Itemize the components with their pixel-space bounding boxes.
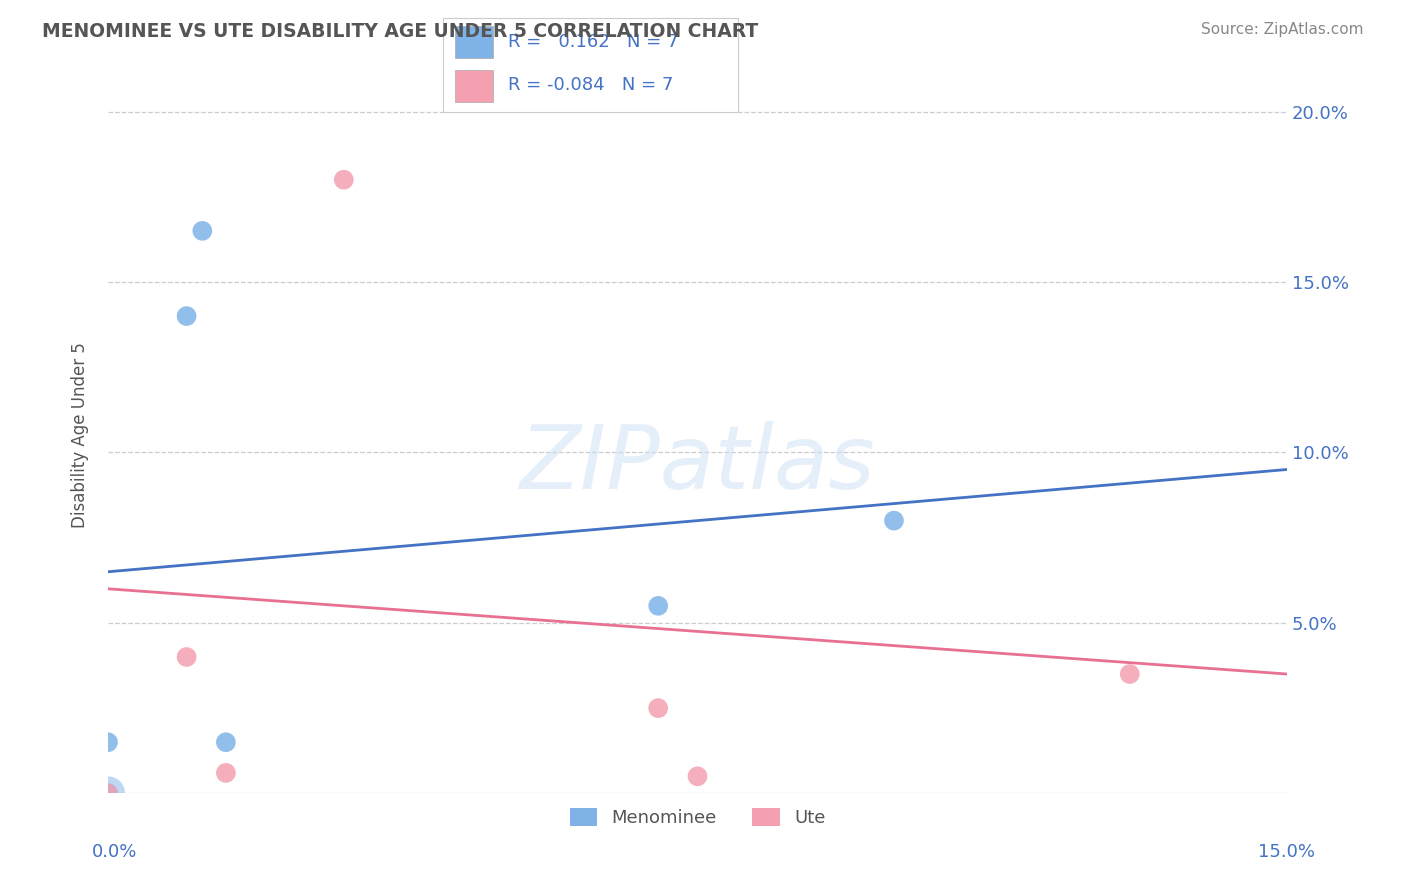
- Bar: [454, 70, 494, 103]
- Y-axis label: Disability Age Under 5: Disability Age Under 5: [72, 343, 89, 528]
- Text: MENOMINEE VS UTE DISABILITY AGE UNDER 5 CORRELATION CHART: MENOMINEE VS UTE DISABILITY AGE UNDER 5 …: [42, 22, 758, 41]
- Point: [176, 309, 198, 323]
- Text: 0.0%: 0.0%: [91, 843, 136, 861]
- Point: [215, 735, 238, 749]
- Point: [97, 786, 120, 800]
- Text: Source: ZipAtlas.com: Source: ZipAtlas.com: [1201, 22, 1364, 37]
- Text: R =   0.162   N = 7: R = 0.162 N = 7: [508, 33, 678, 51]
- Legend: Menominee, Ute: Menominee, Ute: [562, 801, 832, 834]
- Point: [1119, 667, 1142, 681]
- Point: [686, 769, 709, 783]
- Bar: [454, 26, 494, 58]
- Text: ZIPatlas: ZIPatlas: [520, 421, 876, 507]
- Point: [333, 172, 356, 186]
- Point: [191, 224, 214, 238]
- Point: [97, 786, 120, 800]
- Text: 15.0%: 15.0%: [1257, 843, 1315, 861]
- Text: R = -0.084   N = 7: R = -0.084 N = 7: [508, 77, 673, 95]
- Point: [647, 599, 669, 613]
- Point: [215, 765, 238, 780]
- Point: [647, 701, 669, 715]
- Point: [883, 514, 905, 528]
- Point: [97, 735, 120, 749]
- Point: [176, 650, 198, 665]
- Point: [97, 786, 120, 800]
